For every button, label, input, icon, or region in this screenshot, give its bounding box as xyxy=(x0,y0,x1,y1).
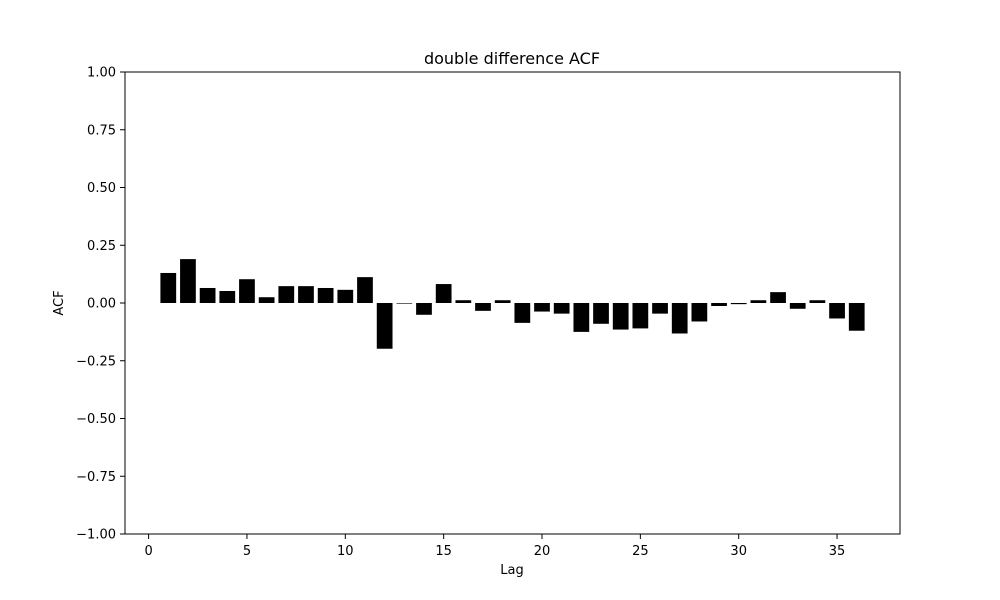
acf-bar-lag-13 xyxy=(396,303,413,304)
acf-bar-lag-17 xyxy=(475,303,491,311)
y-tick-label: 0.50 xyxy=(87,181,116,196)
acf-bar-lag-1 xyxy=(160,272,177,303)
acf-bar-lag-5 xyxy=(239,279,255,303)
acf-bar-lag-19 xyxy=(514,303,531,323)
acf-bar-lag-32 xyxy=(770,292,786,303)
acf-bar-lag-2 xyxy=(180,259,196,303)
y-tick-label: 0.00 xyxy=(87,297,116,312)
acf-bar-lag-21 xyxy=(553,303,570,314)
acf-bar-lag-10 xyxy=(337,289,354,303)
acf-bar-lag-29 xyxy=(711,303,727,306)
x-tick-label: 20 xyxy=(534,544,551,559)
acf-bar-lag-30 xyxy=(730,303,747,305)
acf-bar-lag-15 xyxy=(435,284,452,303)
acf-bar-lag-27 xyxy=(671,303,688,334)
acf-bar-lag-24 xyxy=(612,303,629,330)
acf-bar-lag-14 xyxy=(416,303,432,315)
x-tick-label: 30 xyxy=(730,544,747,559)
acf-bar-lag-18 xyxy=(494,300,511,303)
acf-bar-lag-7 xyxy=(278,286,295,303)
y-tick-label: −0.50 xyxy=(76,412,116,427)
acf-bar-lag-3 xyxy=(199,287,216,303)
x-tick-label: 0 xyxy=(144,544,152,559)
acf-bar-lag-25 xyxy=(632,303,649,329)
x-tick-label: 5 xyxy=(243,544,251,559)
acf-bar-lag-35 xyxy=(829,303,845,319)
y-axis-label: ACF xyxy=(52,290,67,315)
acf-bar-lag-26 xyxy=(652,303,668,314)
acf-bar-lag-4 xyxy=(219,290,236,303)
x-tick-label: 25 xyxy=(632,544,649,559)
acf-bar-lag-36 xyxy=(848,303,865,331)
acf-bar-lag-16 xyxy=(455,300,472,303)
acf-bar-lag-8 xyxy=(298,286,314,303)
acf-bar-lag-28 xyxy=(691,303,708,322)
acf-bar-lag-23 xyxy=(593,303,609,324)
x-tick-label: 10 xyxy=(337,544,354,559)
y-tick-label: −1.00 xyxy=(76,528,116,543)
acf-bar-lag-11 xyxy=(357,277,373,303)
acf-bar-lag-12 xyxy=(376,303,393,349)
y-tick-label: 0.25 xyxy=(87,239,116,254)
acf-bar-lag-34 xyxy=(809,300,826,303)
acf-bar-lag-9 xyxy=(317,287,334,303)
x-tick-label: 35 xyxy=(829,544,846,559)
y-tick-label: 1.00 xyxy=(87,66,116,81)
y-tick-label: −0.75 xyxy=(76,470,116,485)
bars-group xyxy=(160,259,865,349)
acf-bar-lag-31 xyxy=(750,300,767,303)
x-axis-ticks: 0 5 10 15 20 25 30 35 xyxy=(144,534,845,559)
y-tick-label: −0.25 xyxy=(76,354,116,369)
chart-title: double difference ACF xyxy=(424,49,600,68)
y-tick-label: 0.75 xyxy=(87,123,116,138)
y-axis-ticks: 1.00 0.75 0.50 0.25 0.00 −0.25 −0.50 −0.75 −1.00 xyxy=(76,66,125,543)
x-axis-label: Lag xyxy=(500,563,523,578)
acf-bar-lag-22 xyxy=(573,303,590,332)
acf-bar-lag-20 xyxy=(534,303,550,312)
x-tick-label: 15 xyxy=(435,544,452,559)
acf-bar-lag-6 xyxy=(258,297,275,303)
acf-bar-lag-33 xyxy=(789,303,806,309)
